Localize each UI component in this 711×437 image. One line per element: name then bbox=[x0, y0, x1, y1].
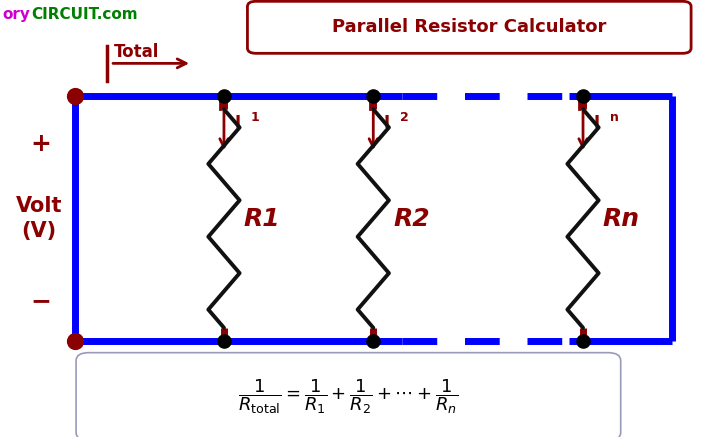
Text: I: I bbox=[235, 114, 241, 132]
Text: ory: ory bbox=[2, 7, 30, 22]
Text: Total: Total bbox=[114, 43, 159, 61]
FancyBboxPatch shape bbox=[76, 353, 621, 437]
Point bbox=[577, 337, 589, 344]
Point bbox=[218, 93, 230, 100]
Point bbox=[69, 93, 80, 100]
Point bbox=[577, 93, 589, 100]
Text: Volt
(V): Volt (V) bbox=[16, 196, 63, 241]
Text: Rn: Rn bbox=[603, 207, 640, 230]
Text: −: − bbox=[31, 290, 52, 313]
Text: Parallel Resistor Calculator: Parallel Resistor Calculator bbox=[332, 18, 606, 36]
Point bbox=[69, 337, 80, 344]
FancyBboxPatch shape bbox=[247, 1, 691, 53]
Text: $\dfrac{1}{R_{\mathrm{total}}} = \dfrac{1}{R_1} + \dfrac{1}{R_2} + \cdots + \dfr: $\dfrac{1}{R_{\mathrm{total}}} = \dfrac{… bbox=[238, 377, 459, 416]
Text: 1: 1 bbox=[251, 111, 260, 125]
Text: +: + bbox=[31, 132, 52, 156]
Text: R1: R1 bbox=[244, 207, 281, 230]
Text: n: n bbox=[610, 111, 619, 125]
Text: I: I bbox=[594, 114, 600, 132]
Text: CIRCUIT.com: CIRCUIT.com bbox=[31, 7, 138, 22]
Text: 2: 2 bbox=[400, 111, 409, 125]
Text: R2: R2 bbox=[393, 207, 430, 230]
Point bbox=[218, 337, 230, 344]
Point bbox=[368, 337, 379, 344]
Point bbox=[368, 93, 379, 100]
Text: I: I bbox=[384, 114, 390, 132]
